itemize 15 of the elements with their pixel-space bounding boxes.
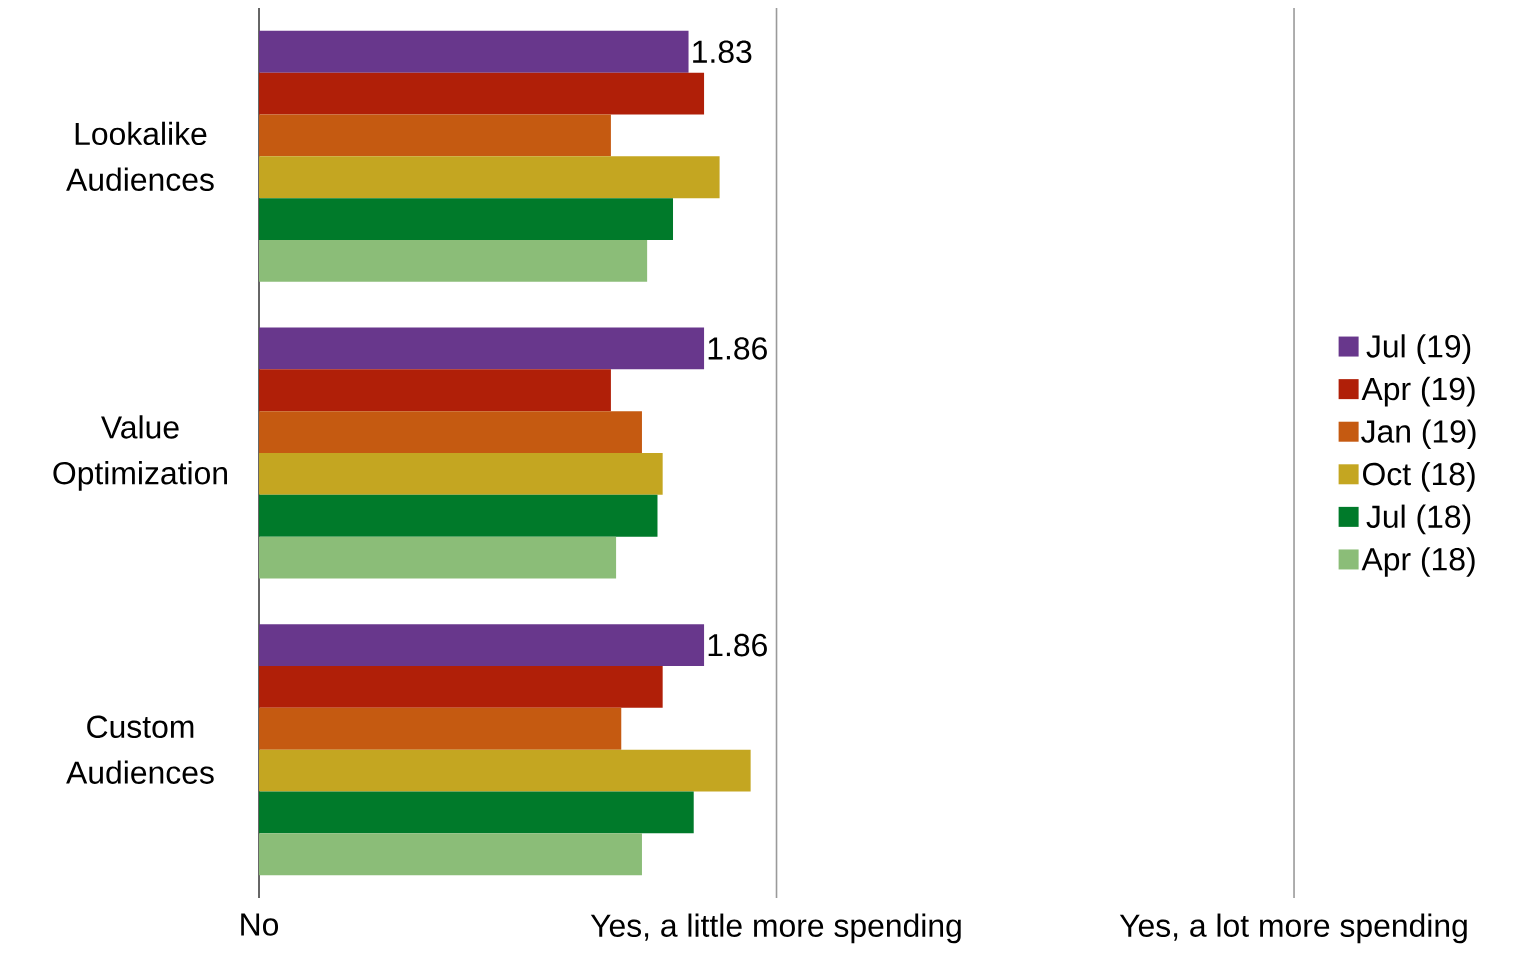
data-label: 1.86 bbox=[708, 633, 767, 657]
y-tick-label: Value Optimization bbox=[53, 415, 227, 491]
y-tick-label: Lookalike Audiences bbox=[66, 121, 214, 191]
legend-label: Apr (19) bbox=[1361, 376, 1475, 407]
text: No bbox=[241, 913, 279, 936]
legend-label: Apr (18) bbox=[1361, 547, 1475, 577]
data-label: 1.83 bbox=[693, 40, 752, 64]
legend-label: Jan (19) bbox=[1361, 419, 1476, 450]
y-tick-label: Custom Audiences bbox=[66, 715, 214, 784]
legend-label: Oct (18) bbox=[1363, 462, 1475, 492]
data-label: 1.86 bbox=[708, 337, 767, 360]
legend-label: Jul (19) bbox=[1366, 334, 1471, 364]
ref-line-label: Yes, a lot more spending bbox=[1119, 913, 1467, 944]
legend-label: Jul (18) bbox=[1366, 504, 1471, 535]
ref-line-label: Yes, a little more spending bbox=[590, 913, 961, 944]
